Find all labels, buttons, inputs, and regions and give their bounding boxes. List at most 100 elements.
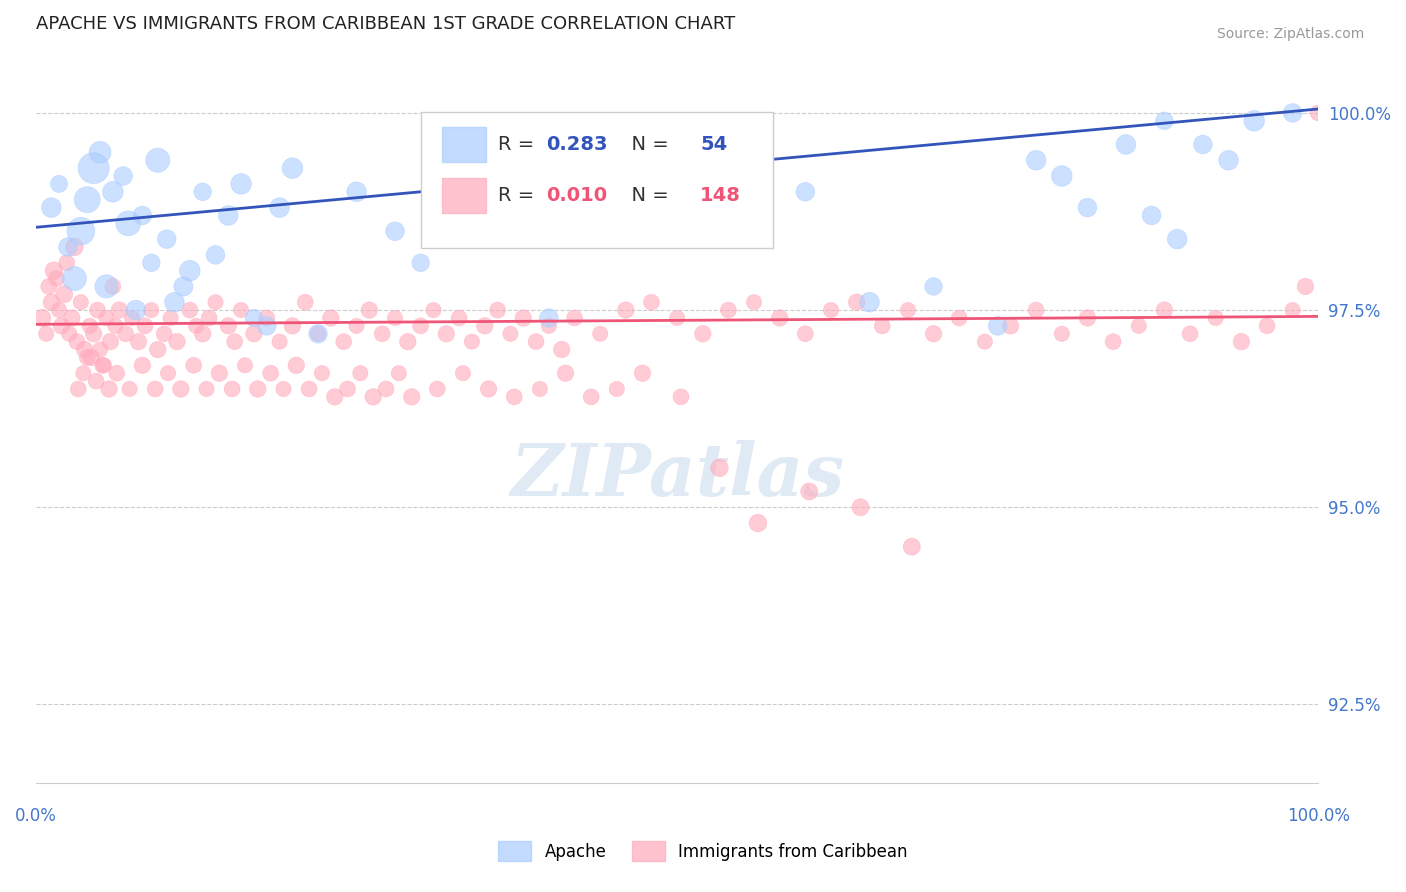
- Point: [93, 359, 115, 373]
- Point: [72, 366, 94, 380]
- Point: [117, 216, 139, 230]
- Point: [346, 185, 368, 199]
- Point: [131, 209, 153, 223]
- Point: [1256, 318, 1278, 333]
- Point: [537, 318, 560, 333]
- Point: [153, 326, 176, 341]
- Point: [631, 366, 654, 380]
- Point: [858, 295, 880, 310]
- Point: [229, 177, 252, 191]
- Point: [84, 374, 107, 388]
- Point: [434, 326, 457, 341]
- Point: [564, 145, 586, 160]
- Point: [60, 310, 83, 325]
- Point: [336, 382, 359, 396]
- Point: [41, 295, 63, 310]
- Point: [96, 279, 118, 293]
- Point: [104, 318, 127, 333]
- Point: [1025, 153, 1047, 168]
- Point: [512, 310, 534, 325]
- Point: [1050, 169, 1073, 183]
- Point: [1140, 209, 1163, 223]
- Point: [143, 382, 166, 396]
- Point: [602, 169, 624, 183]
- Point: [179, 263, 201, 277]
- Point: [1218, 153, 1240, 168]
- Text: R =: R =: [498, 135, 540, 154]
- Point: [256, 310, 278, 325]
- Point: [922, 326, 945, 341]
- Point: [396, 334, 419, 349]
- Point: [1308, 106, 1330, 120]
- Point: [204, 248, 226, 262]
- Point: [45, 271, 67, 285]
- Point: [478, 382, 501, 396]
- Point: [221, 382, 243, 396]
- Point: [108, 303, 131, 318]
- FancyBboxPatch shape: [443, 178, 486, 213]
- Point: [170, 382, 193, 396]
- Point: [269, 201, 291, 215]
- Point: [897, 303, 920, 318]
- Point: [76, 193, 98, 207]
- Point: [243, 326, 266, 341]
- Point: [1050, 326, 1073, 341]
- Point: [217, 209, 239, 223]
- Point: [426, 382, 449, 396]
- Point: [186, 318, 208, 333]
- Point: [371, 326, 394, 341]
- Point: [55, 256, 77, 270]
- Point: [83, 326, 105, 341]
- Point: [76, 351, 98, 365]
- Point: [114, 326, 136, 341]
- Point: [769, 310, 792, 325]
- Point: [384, 224, 406, 238]
- Point: [1166, 232, 1188, 246]
- Point: [285, 359, 308, 373]
- Point: [794, 185, 817, 199]
- Point: [524, 334, 547, 349]
- Point: [58, 326, 80, 341]
- Text: R =: R =: [498, 186, 540, 205]
- Point: [121, 310, 143, 325]
- Point: [67, 382, 90, 396]
- Point: [79, 318, 101, 333]
- Point: [1243, 113, 1265, 128]
- Point: [112, 169, 135, 183]
- Point: [1230, 334, 1253, 349]
- Point: [243, 310, 266, 325]
- Point: [86, 303, 108, 318]
- Legend: Apache, Immigrants from Caribbean: Apache, Immigrants from Caribbean: [485, 828, 921, 875]
- Text: N =: N =: [620, 135, 675, 154]
- Point: [973, 334, 995, 349]
- Point: [229, 303, 252, 318]
- Text: Source: ZipAtlas.com: Source: ZipAtlas.com: [1216, 27, 1364, 41]
- Point: [1281, 303, 1303, 318]
- Text: 148: 148: [700, 186, 741, 205]
- Point: [166, 334, 188, 349]
- Point: [195, 382, 218, 396]
- Point: [118, 382, 141, 396]
- Point: [98, 382, 121, 396]
- Point: [606, 382, 628, 396]
- Point: [307, 326, 329, 341]
- Point: [384, 310, 406, 325]
- Point: [666, 121, 689, 136]
- Point: [69, 295, 91, 310]
- Point: [98, 334, 121, 349]
- Point: [323, 390, 346, 404]
- Point: [307, 326, 329, 341]
- Text: 0.0%: 0.0%: [15, 807, 56, 825]
- Point: [48, 303, 70, 318]
- Point: [101, 185, 124, 199]
- Point: [281, 161, 304, 175]
- Point: [48, 177, 70, 191]
- Point: [1076, 201, 1098, 215]
- Point: [409, 318, 432, 333]
- Point: [179, 303, 201, 318]
- Point: [375, 382, 398, 396]
- Point: [987, 318, 1010, 333]
- Point: [89, 343, 111, 357]
- Point: [845, 295, 868, 310]
- Point: [1205, 310, 1227, 325]
